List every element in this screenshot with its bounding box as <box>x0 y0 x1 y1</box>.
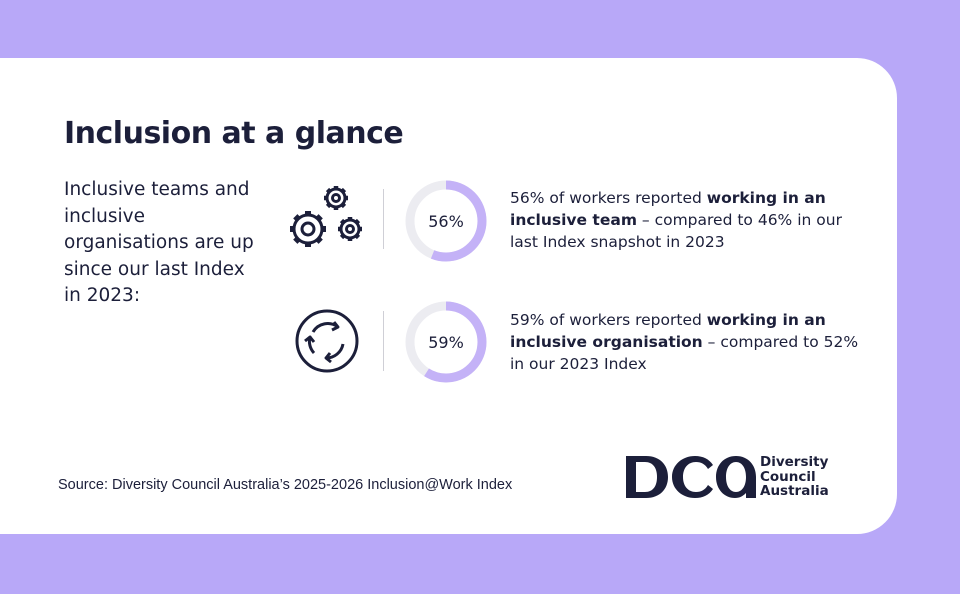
page-title: Inclusion at a glance <box>64 116 404 151</box>
stat-text-organisation-bold: working in an inclusive organisation <box>510 311 826 351</box>
percent-label-team: 56% <box>428 212 464 231</box>
divider-1 <box>383 189 384 249</box>
donut-chart-team: 56% <box>405 180 487 262</box>
donut-arc-team <box>405 180 487 262</box>
dca-logo <box>626 456 756 498</box>
logo-line-2: Council <box>760 468 816 485</box>
intro-text: Inclusive teams and inclusive organisati… <box>64 179 254 306</box>
donut-chart-organisation: 59% <box>405 301 487 383</box>
donut-arc-organisation <box>405 301 487 383</box>
divider-2 <box>383 311 384 371</box>
content-card <box>0 58 897 534</box>
stat-text-organisation-prefix: 59% of workers reported <box>510 311 707 329</box>
circular-arrows-icon <box>295 309 359 373</box>
percent-label-organisation: 59% <box>428 333 464 352</box>
stat-text-team-suffix: – compared to 46% in our last Index snap… <box>510 211 842 251</box>
source-note: Source: Diversity Council Australia’s 20… <box>58 477 513 493</box>
stat-text-team: 56% of workers reported working in an in… <box>510 187 860 253</box>
stat-text-team-bold: working in an inclusive team <box>510 189 826 229</box>
stat-text-team-prefix: 56% of workers reported <box>510 189 707 207</box>
logo-line-3: Australia <box>760 483 829 499</box>
stat-text-organisation-suffix: – compared to 52% in our 2023 Index <box>510 333 859 373</box>
gears-icon <box>290 186 362 247</box>
logo-line-1: Diversity <box>760 454 829 470</box>
logo-wordmark: Diversity Council Australia <box>760 455 829 499</box>
stat-text-organisation: 59% of workers reported working in an in… <box>510 309 860 375</box>
